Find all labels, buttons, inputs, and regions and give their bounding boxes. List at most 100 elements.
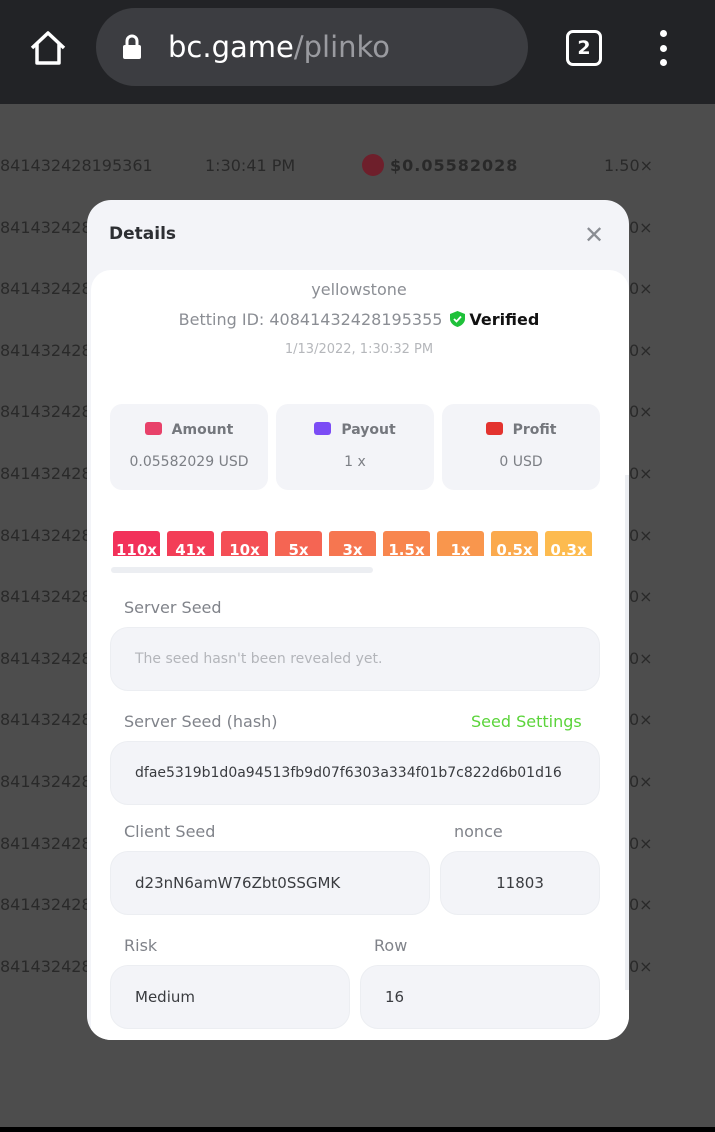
history-row[interactable]: 841432428 0×	[0, 337, 715, 367]
verified-label: Verified	[469, 310, 540, 329]
browser-toolbar: bc.game/plinko 2	[0, 0, 715, 104]
tab-switcher-button[interactable]: 2	[566, 30, 602, 66]
payout-value: 1 x	[344, 454, 366, 470]
nonce-field[interactable]: 11803	[440, 851, 600, 915]
amount-value: 0.05582029 USD	[129, 454, 249, 470]
bet-payout: 0×	[629, 587, 653, 607]
bet-payout: 0×	[629, 710, 653, 730]
client-seed-field[interactable]: d23nN6amW76Zbt0SSGMK	[110, 851, 430, 915]
bet-payout: 0×	[629, 402, 653, 422]
server-hash-label: Server Seed (hash)	[124, 712, 278, 731]
url-host: bc.game	[168, 30, 294, 64]
history-row[interactable]: 841432428 0×	[0, 522, 715, 552]
history-row[interactable]: 841432428 0×	[0, 214, 715, 244]
bet-id: 841432428	[0, 895, 92, 915]
payout-label: Payout	[341, 422, 396, 438]
bet-payout: 0×	[629, 279, 653, 299]
history-row[interactable]: 841432428 0×	[0, 830, 715, 860]
bet-time: 1:30:41 PM	[205, 156, 296, 175]
bet-id: 841432428	[0, 956, 92, 976]
bet-id: 841432428195361	[0, 156, 153, 175]
risk-label: Risk	[124, 936, 158, 955]
profit-hand-icon	[485, 422, 503, 435]
risk-field[interactable]: Medium	[110, 965, 350, 1029]
multiplier-slot: 110x	[113, 531, 160, 556]
history-row[interactable]: 841432428 0×	[0, 398, 715, 428]
bet-id: 841432428	[0, 340, 92, 360]
row-field[interactable]: 16	[360, 965, 600, 1029]
close-icon[interactable]: ✕	[583, 221, 605, 249]
details-panel: yellowstone Betting ID: 4084143242819535…	[91, 270, 629, 1040]
bet-amount: $0.05582028	[390, 156, 519, 175]
bet-id: 841432428	[0, 710, 92, 730]
history-row[interactable]: 841432428 0×	[0, 953, 715, 983]
vertical-scrollbar[interactable]	[625, 475, 629, 990]
bet-id: 841432428	[0, 648, 92, 668]
multiplier-slot: 1.5x	[383, 531, 430, 556]
horizontal-scrollbar[interactable]	[111, 567, 373, 573]
username: yellowstone	[311, 280, 407, 299]
nonce-label: nonce	[454, 822, 503, 841]
server-seed-label: Server Seed	[124, 598, 222, 617]
address-bar[interactable]: bc.game/plinko	[96, 8, 528, 86]
profit-card: Profit 0 USD	[442, 404, 600, 490]
bet-payout: 0×	[629, 340, 653, 360]
lock-icon	[123, 34, 141, 59]
betting-id-text: Betting ID: 40841432428195355	[178, 310, 443, 329]
hand-coins-icon	[144, 422, 162, 435]
overflow-menu-icon[interactable]	[658, 30, 668, 66]
history-row[interactable]: 841432428 0×	[0, 891, 715, 921]
payout-card: Payout 1 x	[276, 404, 434, 490]
multiplier-slot: 10x	[221, 531, 268, 556]
bet-payout: 0×	[629, 525, 653, 545]
profit-label: Profit	[512, 422, 557, 438]
multiplier-slot: 0.5x	[491, 531, 538, 556]
history-row[interactable]: 841432428 0×	[0, 768, 715, 798]
betting-id: Betting ID: 40841432428195355 Verified	[91, 310, 627, 329]
bet-id: 841432428	[0, 279, 92, 299]
multiplier-strip: 110x 41x 10x 5x 3x 1.5x 1x 0.5x 0.3x	[113, 518, 599, 556]
modal-title: Details	[109, 224, 177, 244]
amount-label: Amount	[171, 422, 234, 438]
history-row[interactable]: 841432428 0×	[0, 706, 715, 736]
bet-id: 841432428	[0, 833, 92, 853]
bet-id: 841432428	[0, 525, 92, 545]
bet-id: 841432428	[0, 217, 92, 237]
bet-id: 841432428	[0, 464, 92, 483]
server-hash-field[interactable]: dfae5319b1d0a94513fb9d07f6303a334f01b7c8…	[110, 741, 600, 805]
server-seed-field[interactable]: The seed hasn't been revealed yet.	[110, 627, 600, 691]
verified-shield-icon	[450, 311, 466, 327]
bet-payout: 0×	[629, 464, 653, 483]
bet-id: 841432428	[0, 402, 92, 422]
bet-payout: 0×	[629, 956, 653, 976]
multiplier-slot: 3x	[329, 531, 376, 556]
bet-id: 841432428	[0, 772, 92, 791]
bet-payout: 0×	[629, 217, 653, 237]
client-seed-label: Client Seed	[124, 822, 216, 841]
amount-card: Amount 0.05582029 USD	[110, 404, 268, 490]
history-row[interactable]: 841432428 0×	[0, 275, 715, 305]
tron-coin-icon	[362, 154, 384, 176]
card-icon	[314, 422, 332, 435]
bet-payout: 0×	[629, 772, 653, 791]
bet-payout: 0×	[629, 895, 653, 915]
history-row[interactable]: 841432428 0×	[0, 583, 715, 613]
row-label: Row	[374, 936, 408, 955]
profit-value: 0 USD	[499, 454, 543, 470]
multiplier-slot: 1x	[437, 531, 484, 556]
history-row[interactable]: 841432428 0×	[0, 645, 715, 675]
history-row[interactable]: 841432428195361 1:30:41 PM $0.05582028 1.50…	[0, 152, 715, 182]
history-row[interactable]: 841432428 0×	[0, 460, 715, 490]
seed-settings-link[interactable]: Seed Settings	[471, 712, 582, 731]
multiplier-slot: 5x	[275, 531, 322, 556]
details-modal: Details ✕ yellowstone Betting ID: 408414…	[87, 200, 629, 1040]
multiplier-slot: 0.3x	[545, 531, 592, 556]
multiplier-slot: 41x	[167, 531, 214, 556]
system-nav-bar	[0, 1127, 715, 1132]
url-path: /plinko	[293, 30, 391, 64]
home-icon[interactable]	[28, 28, 68, 68]
bet-payout: 0×	[629, 833, 653, 853]
bet-id: 841432428	[0, 587, 92, 607]
bet-datetime: 1/13/2022, 1:30:32 PM	[284, 342, 434, 357]
bet-payout: 0×	[629, 648, 653, 668]
